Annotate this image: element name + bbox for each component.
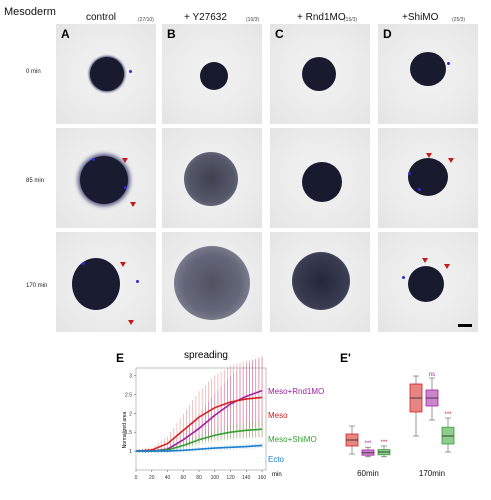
significance-mark: ***	[380, 440, 388, 446]
column-count-rnd1mo: (15/3)	[344, 17, 358, 23]
category-label: 60min	[357, 469, 379, 478]
arrowhead-marker	[448, 158, 454, 163]
explant-sphere	[410, 52, 446, 86]
y-tick-label: 2	[129, 411, 132, 417]
explant-sphere	[174, 246, 250, 320]
column-header-y27632: + Y27632	[184, 12, 227, 23]
explant-sphere	[80, 156, 128, 204]
arrowhead-marker	[426, 153, 432, 158]
series-line	[135, 396, 263, 452]
column-header-rnd1mo: + Rnd1MO	[297, 12, 346, 23]
row-label-170min: 170 min	[26, 283, 48, 289]
significance-mark: ns	[429, 372, 435, 378]
explant-sphere	[72, 258, 120, 310]
significance-mark: ***	[364, 441, 372, 447]
series-line	[136, 444, 263, 452]
row-label-85min: 85 min	[26, 178, 45, 184]
image-panel-control-0min: A	[56, 24, 156, 124]
x-tick-label: 140	[242, 475, 251, 481]
image-panel-control-170min	[56, 232, 156, 332]
arrowhead-marker	[130, 202, 136, 207]
y-tick-label: 3	[129, 374, 132, 380]
column-count-shimo: (25/3)	[452, 17, 466, 23]
legend-label: Ecto	[268, 455, 285, 464]
image-panel-y27632-0min: B	[162, 24, 262, 124]
arrowhead-marker	[120, 262, 126, 267]
plot-frame	[135, 367, 267, 471]
panel-letter-b: B	[167, 27, 176, 41]
chart-title: spreading	[184, 350, 228, 361]
panel-letter-c: C	[275, 27, 284, 41]
arrowhead-marker	[128, 320, 134, 325]
x-tick-label: 60	[180, 475, 186, 481]
dye-spot	[124, 186, 127, 189]
x-tick-label: 0	[135, 475, 138, 481]
explant-sphere	[200, 62, 228, 90]
image-panel-y27632-170min	[162, 232, 262, 332]
spreading-chart: E spreading Normalized area min 1 1.5 2 2.5…	[116, 350, 324, 481]
category-label: 170min	[419, 469, 445, 478]
image-panel-shimo-170min	[378, 232, 478, 332]
scale-bar	[458, 324, 472, 327]
explant-sphere	[184, 152, 238, 206]
image-panel-shimo-0min: D	[378, 24, 478, 124]
image-panel-rnd1mo-85min	[270, 128, 370, 228]
panel-letter-a: A	[61, 27, 70, 41]
image-panel-rnd1mo-170min	[270, 232, 370, 332]
figure-title: Mesoderm	[4, 6, 56, 18]
explant-sphere	[408, 158, 448, 196]
x-tick-label: 40	[165, 475, 171, 481]
y-tick-label: 1.5	[125, 430, 132, 436]
dye-spot	[92, 158, 95, 161]
spreading-boxplot: E' *** *** 60min ns *** 170min	[340, 351, 455, 478]
explant-sphere	[408, 266, 444, 302]
image-panel-y27632-85min	[162, 128, 262, 228]
dye-spot	[82, 262, 85, 265]
x-tick-label: 20	[149, 475, 155, 481]
explant-sphere	[302, 57, 336, 91]
explant-sphere	[302, 162, 342, 202]
column-header-shimo: +ShiMO	[402, 12, 439, 23]
explant-sphere	[292, 252, 350, 310]
y-tick-label: 2.5	[125, 392, 132, 398]
x-axis-label: min	[272, 472, 282, 478]
column-count-y27632: (10/3)	[246, 17, 260, 23]
dye-spot	[447, 62, 450, 65]
panel-letter-e: E	[116, 351, 124, 365]
significance-mark: ***	[444, 412, 452, 418]
column-count-control: (27/10)	[138, 17, 154, 23]
dye-spot	[402, 276, 405, 279]
arrowhead-marker	[122, 158, 128, 163]
panel-letter-e-prime: E'	[340, 351, 351, 365]
arrowhead-marker	[422, 258, 428, 263]
panel-letter-d: D	[383, 27, 392, 41]
image-panel-control-85min	[56, 128, 156, 228]
dye-spot	[136, 280, 139, 283]
legend-label: Meso+Rnd1MO	[268, 387, 324, 396]
x-tick-label: 100	[211, 475, 220, 481]
legend-label: Meso+ShiMO	[268, 435, 317, 444]
image-panel-rnd1mo-0min: C	[270, 24, 370, 124]
x-tick-label: 120	[226, 475, 235, 481]
y-axis-label: Normalized area	[122, 411, 128, 448]
legend-label: Meso	[268, 411, 288, 420]
x-tick-label: 160	[258, 475, 267, 481]
dye-spot	[408, 172, 411, 175]
y-tick-label: 1	[129, 449, 132, 455]
dye-spot	[418, 188, 421, 191]
column-header-control: control	[86, 12, 117, 23]
image-panel-shimo-85min	[378, 128, 478, 228]
explant-sphere	[90, 57, 124, 91]
arrowhead-marker	[444, 264, 450, 269]
dye-spot	[129, 70, 132, 73]
row-label-0min: 0 min	[26, 69, 41, 75]
x-tick-label: 80	[196, 475, 202, 481]
